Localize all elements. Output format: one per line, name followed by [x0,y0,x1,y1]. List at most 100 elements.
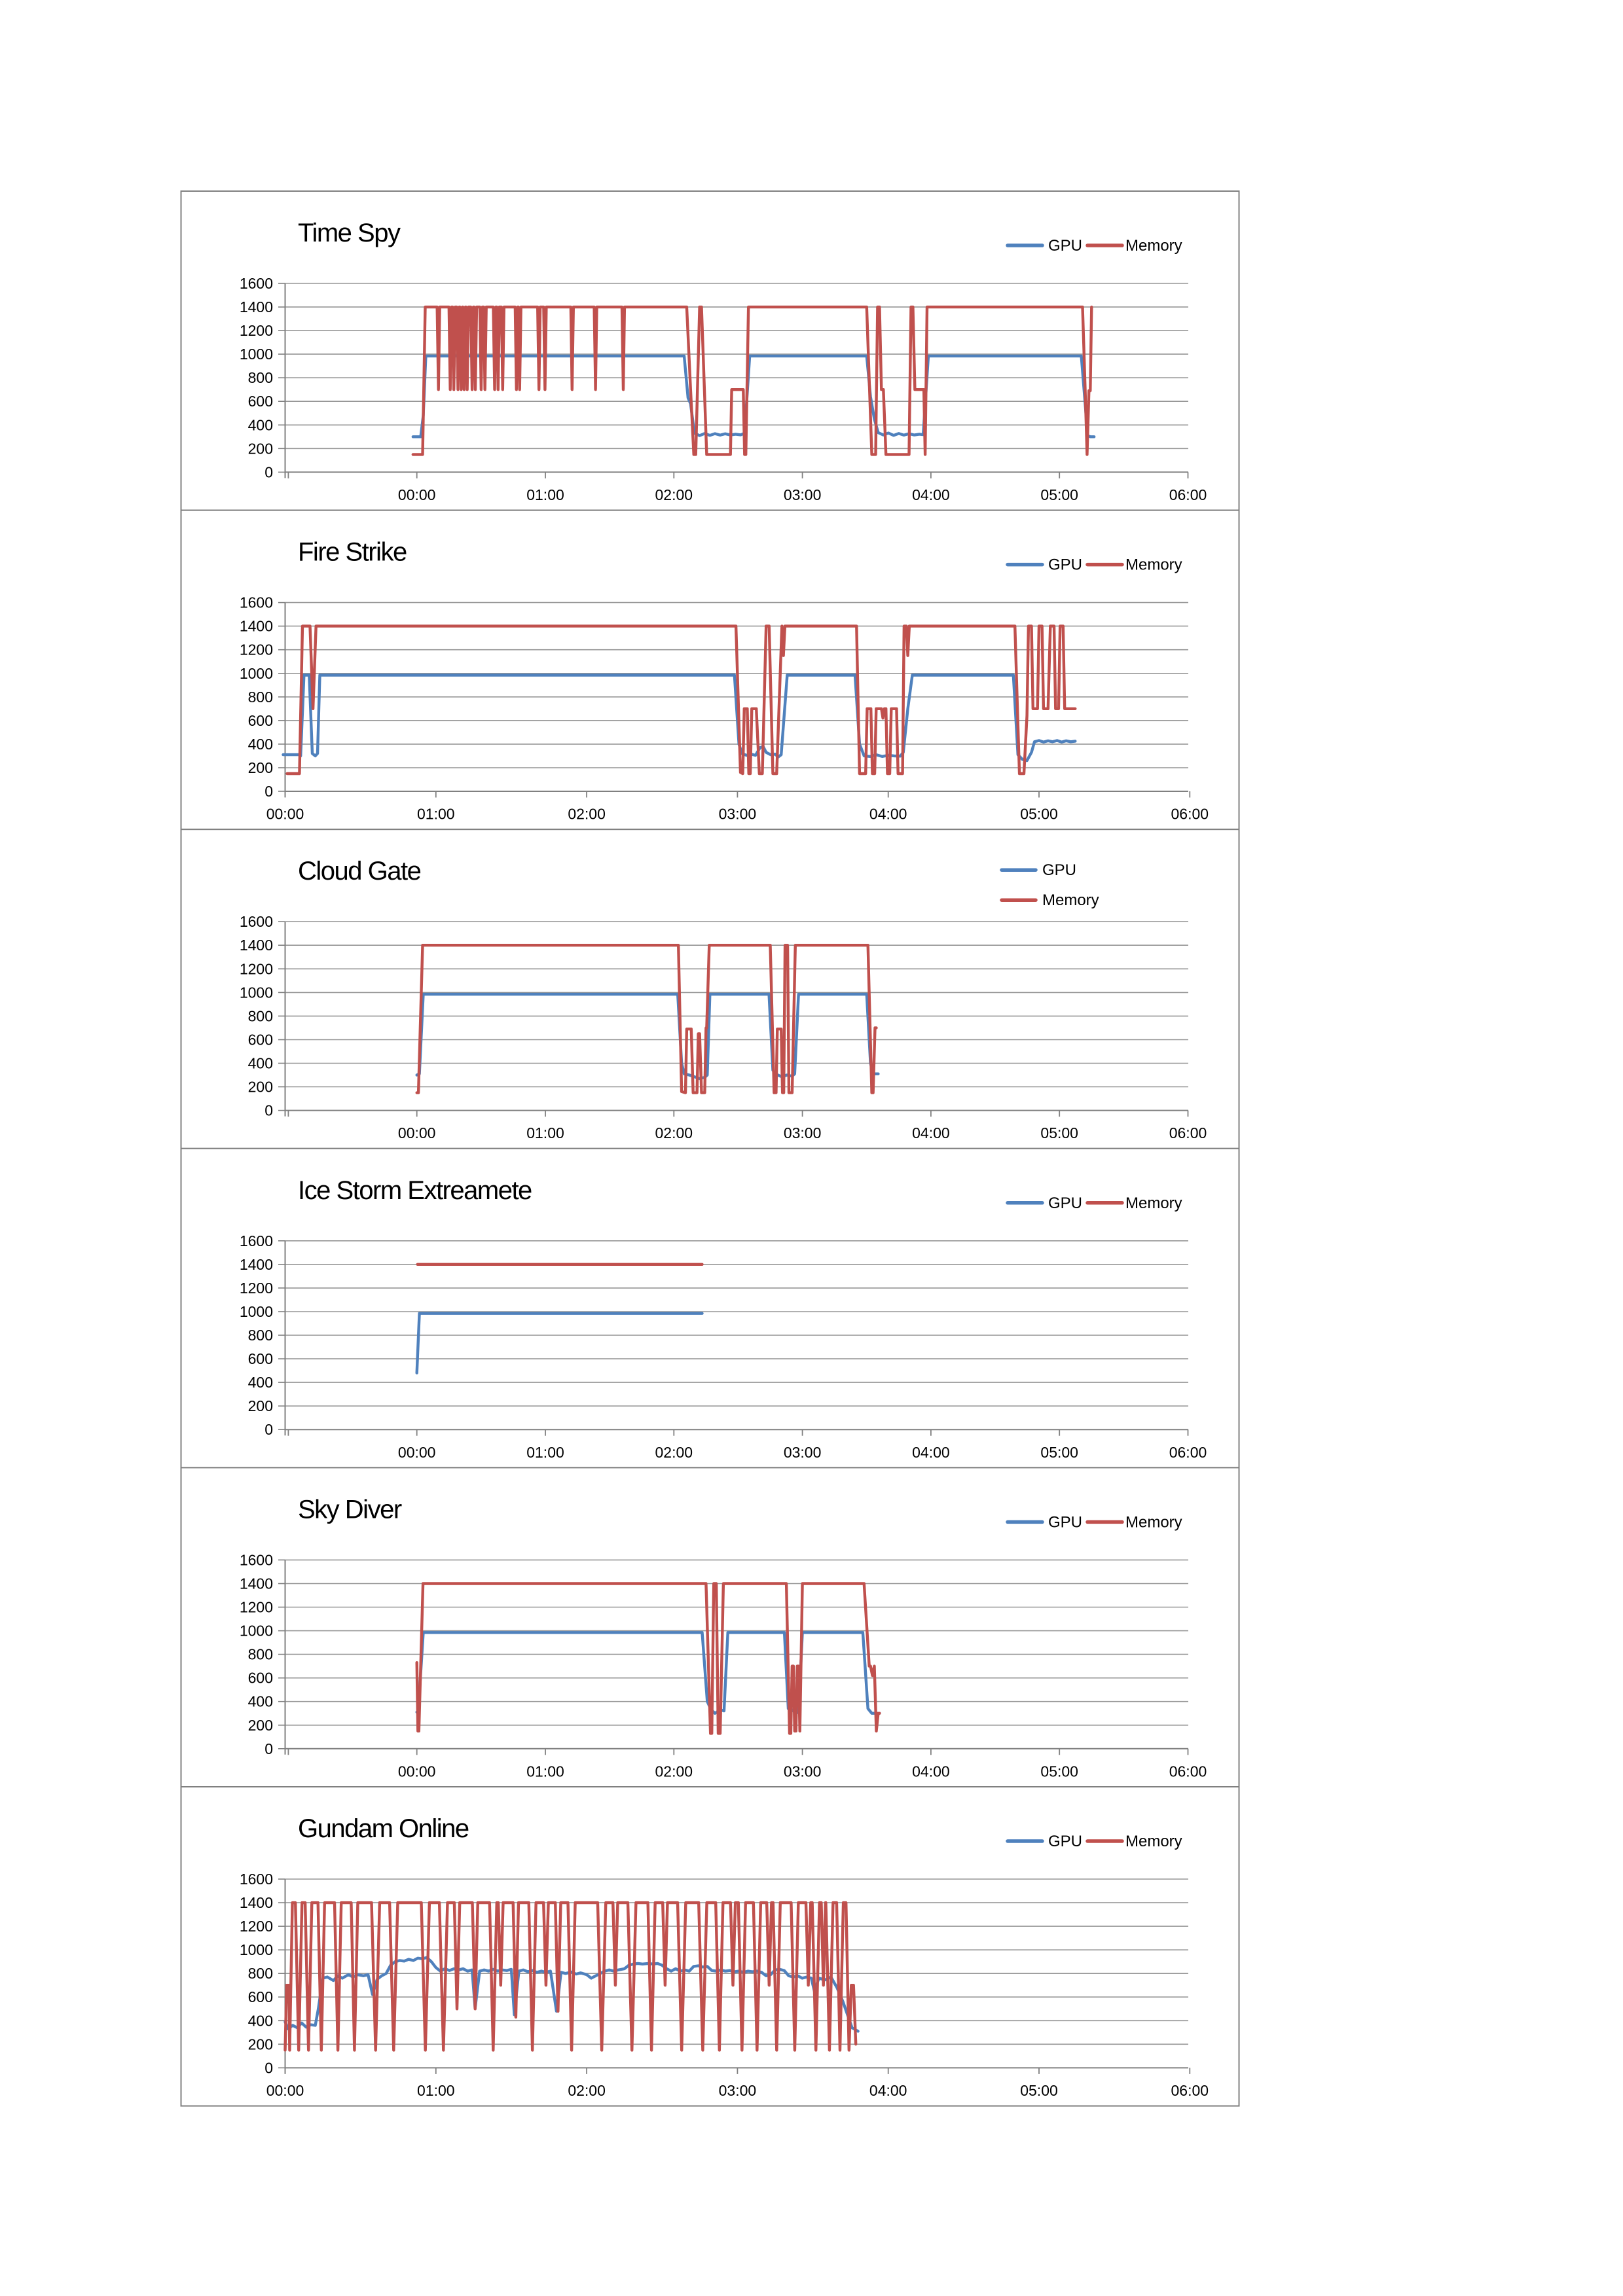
svg-text:03:00: 03:00 [719,806,757,823]
svg-text:800: 800 [248,1965,273,1982]
svg-text:1400: 1400 [240,298,273,315]
svg-text:05:00: 05:00 [1040,1763,1078,1780]
svg-text:05:00: 05:00 [1040,486,1078,503]
svg-text:200: 200 [248,440,273,457]
svg-text:00:00: 00:00 [266,806,304,823]
svg-text:1400: 1400 [240,937,273,954]
svg-text:GPU: GPU [1048,237,1082,255]
svg-text:04:00: 04:00 [869,2082,907,2099]
svg-text:800: 800 [248,1327,273,1344]
svg-text:1600: 1600 [240,275,273,292]
svg-text:200: 200 [248,1079,273,1096]
svg-text:05:00: 05:00 [1040,1444,1078,1461]
svg-text:00:00: 00:00 [398,1124,436,1141]
svg-text:GPU: GPU [1042,861,1076,879]
svg-text:01:00: 01:00 [526,1444,564,1461]
svg-text:05:00: 05:00 [1020,806,1058,823]
svg-text:01:00: 01:00 [526,486,564,503]
svg-text:1600: 1600 [240,913,273,930]
svg-text:0: 0 [264,1740,273,1757]
svg-text:GPU: GPU [1048,556,1082,574]
svg-text:1400: 1400 [240,618,273,635]
svg-text:1400: 1400 [240,1256,273,1273]
svg-text:400: 400 [248,2012,273,2029]
svg-text:1600: 1600 [240,1551,273,1568]
svg-text:01:00: 01:00 [417,2082,455,2099]
svg-text:400: 400 [248,416,273,433]
svg-text:1400: 1400 [240,1894,273,1911]
svg-text:0: 0 [264,2059,273,2076]
svg-text:200: 200 [248,2036,273,2053]
svg-text:400: 400 [248,1374,273,1391]
svg-text:0: 0 [264,463,273,480]
svg-text:02:00: 02:00 [655,1124,693,1141]
svg-text:800: 800 [248,1646,273,1663]
svg-text:Sky Diver: Sky Diver [298,1495,402,1524]
svg-text:800: 800 [248,689,273,706]
svg-text:02:00: 02:00 [655,1444,693,1461]
svg-text:200: 200 [248,759,273,776]
svg-text:Cloud Gate: Cloud Gate [298,857,421,886]
svg-text:04:00: 04:00 [912,1763,950,1780]
svg-text:200: 200 [248,1717,273,1734]
svg-text:1200: 1200 [240,1280,273,1297]
svg-text:600: 600 [248,1670,273,1687]
svg-text:0: 0 [264,1102,273,1119]
svg-text:GPU: GPU [1048,1833,1082,1850]
svg-text:00:00: 00:00 [398,486,436,503]
svg-text:1400: 1400 [240,1575,273,1592]
svg-text:02:00: 02:00 [655,486,693,503]
svg-text:1000: 1000 [240,1623,273,1640]
svg-text:1600: 1600 [240,1871,273,1888]
svg-text:03:00: 03:00 [784,1763,822,1780]
svg-text:01:00: 01:00 [526,1763,564,1780]
svg-text:Memory: Memory [1042,891,1099,909]
svg-text:05:00: 05:00 [1020,2082,1058,2099]
svg-text:GPU: GPU [1048,1513,1082,1531]
svg-text:04:00: 04:00 [869,806,907,823]
svg-text:Time Spy: Time Spy [298,219,401,247]
svg-text:04:00: 04:00 [912,1444,950,1461]
svg-text:600: 600 [248,1988,273,2005]
svg-text:04:00: 04:00 [912,486,950,503]
svg-text:06:00: 06:00 [1169,1124,1207,1141]
svg-text:Fire Strike: Fire Strike [298,538,407,567]
svg-text:03:00: 03:00 [784,1124,822,1141]
svg-text:1000: 1000 [240,984,273,1001]
svg-text:06:00: 06:00 [1169,1763,1207,1780]
svg-text:200: 200 [248,1397,273,1414]
svg-text:1600: 1600 [240,594,273,611]
svg-text:Memory: Memory [1125,1194,1182,1212]
svg-text:GPU: GPU [1048,1194,1082,1212]
svg-text:1000: 1000 [240,346,273,363]
svg-text:01:00: 01:00 [417,806,455,823]
svg-text:1200: 1200 [240,1918,273,1935]
svg-text:Memory: Memory [1125,1513,1182,1531]
svg-text:1600: 1600 [240,1232,273,1249]
svg-text:04:00: 04:00 [912,1124,950,1141]
svg-text:06:00: 06:00 [1171,806,1209,823]
svg-text:0: 0 [264,1421,273,1438]
svg-text:600: 600 [248,1031,273,1049]
svg-text:02:00: 02:00 [655,1763,693,1780]
svg-text:03:00: 03:00 [719,2082,757,2099]
svg-text:0: 0 [264,783,273,800]
svg-text:00:00: 00:00 [398,1444,436,1461]
svg-text:600: 600 [248,1350,273,1367]
svg-text:00:00: 00:00 [398,1763,436,1780]
svg-text:06:00: 06:00 [1169,486,1207,503]
svg-text:1200: 1200 [240,322,273,339]
svg-text:Memory: Memory [1125,1833,1182,1850]
svg-text:1200: 1200 [240,1599,273,1616]
svg-text:05:00: 05:00 [1040,1124,1078,1141]
svg-text:Gundam Online: Gundam Online [298,1814,469,1843]
svg-text:01:00: 01:00 [526,1124,564,1141]
svg-text:400: 400 [248,1693,273,1710]
svg-text:03:00: 03:00 [784,486,822,503]
svg-text:1000: 1000 [240,1303,273,1320]
svg-text:800: 800 [248,369,273,386]
svg-text:800: 800 [248,1007,273,1024]
svg-text:1200: 1200 [240,960,273,977]
svg-text:00:00: 00:00 [266,2082,304,2099]
svg-text:1200: 1200 [240,641,273,658]
